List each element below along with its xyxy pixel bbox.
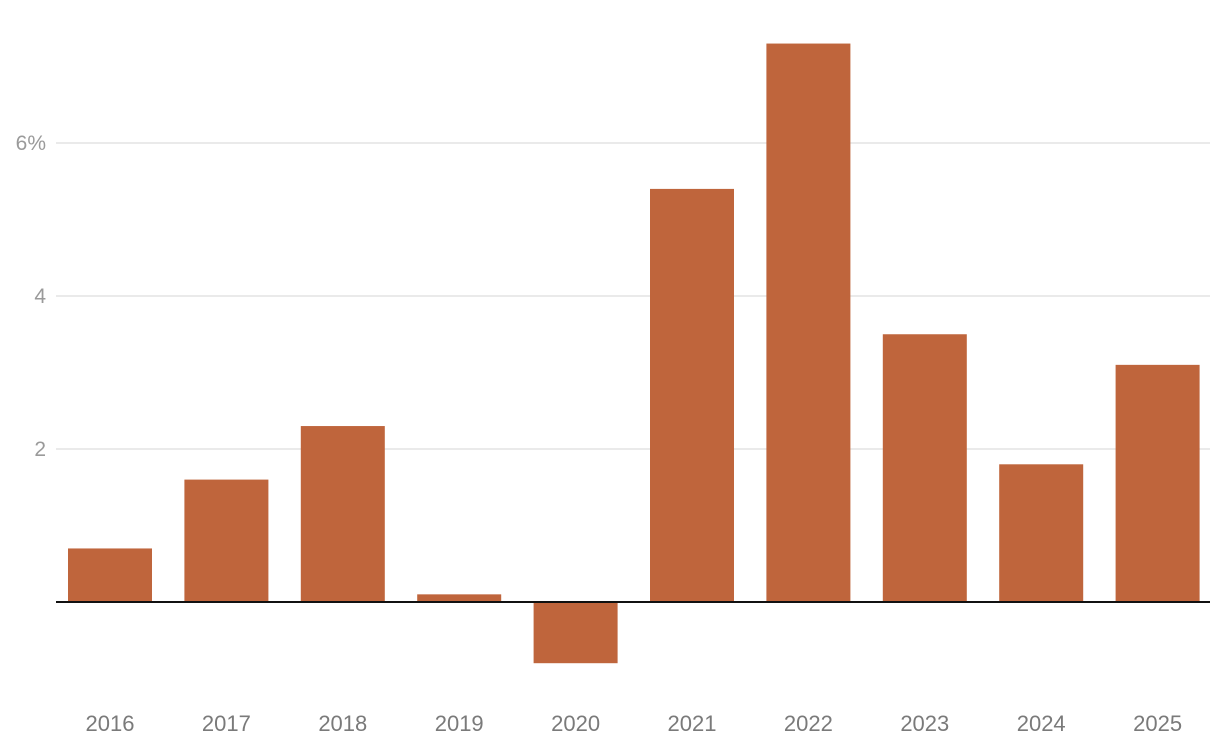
bar-2016 (68, 548, 152, 602)
x-tick-label: 2023 (900, 711, 949, 736)
gridlines (56, 142, 1210, 450)
x-tick-label: 2025 (1133, 711, 1182, 736)
bar-2025 (1115, 364, 1200, 602)
bar-2022 (766, 43, 851, 603)
x-tick-label: 2019 (435, 711, 484, 736)
x-tick-label: 2018 (318, 711, 367, 736)
y-tick-label: 6% (16, 132, 46, 155)
bar-2017 (184, 479, 269, 602)
x-tick-label: 2024 (1017, 711, 1066, 736)
bars (68, 43, 1200, 664)
x-tick-label: 2016 (86, 711, 135, 736)
bar-2018 (300, 426, 385, 602)
y-tick-label: 4 (34, 285, 46, 308)
bar-2024 (999, 464, 1084, 602)
x-tick-label: 2021 (668, 711, 717, 736)
bar-2020 (533, 602, 618, 664)
bar-2021 (650, 188, 734, 602)
bar-2019 (417, 594, 502, 602)
x-tick-label: 2017 (202, 711, 251, 736)
bar-2023 (882, 334, 967, 602)
y-tick-label: 2 (34, 438, 46, 461)
x-tick-label: 2020 (551, 711, 600, 736)
x-tick-label: 2022 (784, 711, 833, 736)
tick-labels: 2 4 6% 2016 2017 2018 2019 2020 2021 2022 2023 2024… (16, 132, 1182, 736)
